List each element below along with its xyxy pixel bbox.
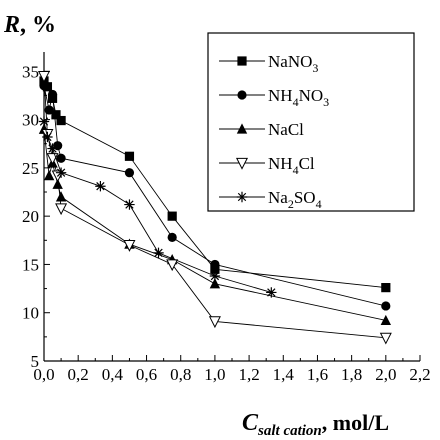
y-tick-label: 10	[22, 304, 39, 323]
svg-text:R, %: R, %	[3, 12, 56, 38]
data-point	[209, 270, 221, 282]
y-tick-label: 35	[22, 62, 39, 81]
data-point	[56, 153, 66, 163]
data-point	[167, 211, 177, 221]
data-point	[124, 168, 135, 178]
data-point	[37, 71, 51, 83]
legend-label: NH4NO3	[268, 86, 329, 109]
data-point	[381, 301, 391, 311]
series-Na2SO4	[38, 116, 277, 298]
data-point	[380, 314, 392, 326]
data-point	[124, 151, 135, 161]
legend-marker	[236, 123, 248, 134]
data-point	[47, 143, 58, 154]
x-tick-label: 1,0	[204, 365, 225, 384]
legend-marker	[236, 191, 248, 203]
x-tick-label: 1,6	[307, 365, 328, 384]
series-layer	[37, 71, 392, 345]
legend-label: NH4Cl	[268, 154, 315, 177]
data-point	[55, 203, 68, 216]
x-tick-label: 2,2	[409, 365, 430, 384]
x-tick-label: 1,4	[273, 365, 295, 384]
data-point	[166, 259, 179, 272]
legend-marker	[237, 56, 247, 66]
x-axis-title: Csalt cation, mol/L	[242, 410, 389, 439]
data-point	[42, 131, 53, 143]
x-tick-label: 2,0	[375, 365, 396, 384]
y-axis-title-main: R	[3, 12, 20, 38]
data-point	[39, 81, 49, 91]
svg-text:Csalt cation, mol/L: Csalt cation, mol/L	[242, 410, 389, 439]
legend-item: NaNO3	[219, 52, 318, 75]
data-point	[95, 181, 106, 192]
data-point	[209, 278, 221, 289]
data-point	[44, 105, 54, 115]
data-point	[266, 287, 277, 298]
data-point	[124, 199, 135, 210]
x-tick-label: 0,8	[170, 365, 191, 384]
data-point	[153, 247, 164, 259]
y-axis-title-unit: %	[32, 12, 56, 38]
x-axis-title-main: C	[242, 410, 259, 436]
legend-label: NaCl	[268, 120, 304, 139]
legend: NaNO3 NH4NO3 NaCl NH4Cl Na2SO4	[207, 32, 415, 212]
data-point	[47, 89, 58, 100]
y-tick-label: 15	[22, 255, 39, 274]
data-point	[208, 316, 221, 329]
data-point	[52, 178, 63, 189]
data-point	[55, 191, 67, 202]
data-point	[167, 232, 177, 242]
legend-label: Na2SO4	[268, 188, 322, 211]
x-tick-label: 0,0	[33, 365, 54, 384]
y-tick-label: 25	[22, 159, 39, 178]
legend-item: NH4NO3	[219, 86, 329, 109]
legend-marker	[237, 90, 247, 100]
data-point	[56, 115, 66, 126]
legend-marker	[235, 157, 249, 170]
data-point	[51, 110, 61, 120]
data-point	[55, 167, 67, 178]
x-axis-ticks: 0,0 0,2 0,4 0,6 0,8 1,0 1,2 1,4 1,6 1,8 2,0 2,2	[33, 355, 431, 384]
x-tick-label: 1,8	[341, 365, 362, 384]
legend-label: NaNO3	[268, 52, 318, 75]
y-axis-title-separator: ,	[20, 12, 32, 38]
data-point	[123, 240, 136, 252]
data-point	[210, 259, 220, 270]
legend-item: Na2SO4	[219, 188, 322, 211]
series-NH4Cl	[37, 71, 392, 345]
data-point	[38, 116, 50, 127]
data-point	[43, 170, 55, 181]
x-tick-label: 0,6	[136, 365, 157, 384]
legend-item: NaCl	[219, 120, 304, 139]
data-point	[210, 264, 220, 274]
x-tick-label: 0,2	[68, 365, 89, 384]
x-axis-title-sub: salt cation	[257, 423, 322, 439]
y-axis-ticks: 5 10 15 20 25 30 35	[22, 62, 50, 371]
data-point	[381, 283, 391, 293]
y-tick-label: 20	[22, 207, 39, 226]
data-point	[379, 332, 392, 345]
x-tick-label: 0,4	[102, 365, 124, 384]
legend-item: NH4Cl	[219, 154, 315, 177]
y-axis-title: R, %	[3, 12, 56, 38]
y-tick-label: 5	[31, 352, 40, 371]
y-tick-label: 30	[22, 111, 39, 130]
x-tick-label: 1,2	[238, 365, 259, 384]
x-axis-title-tail: , mol/L	[322, 410, 389, 435]
